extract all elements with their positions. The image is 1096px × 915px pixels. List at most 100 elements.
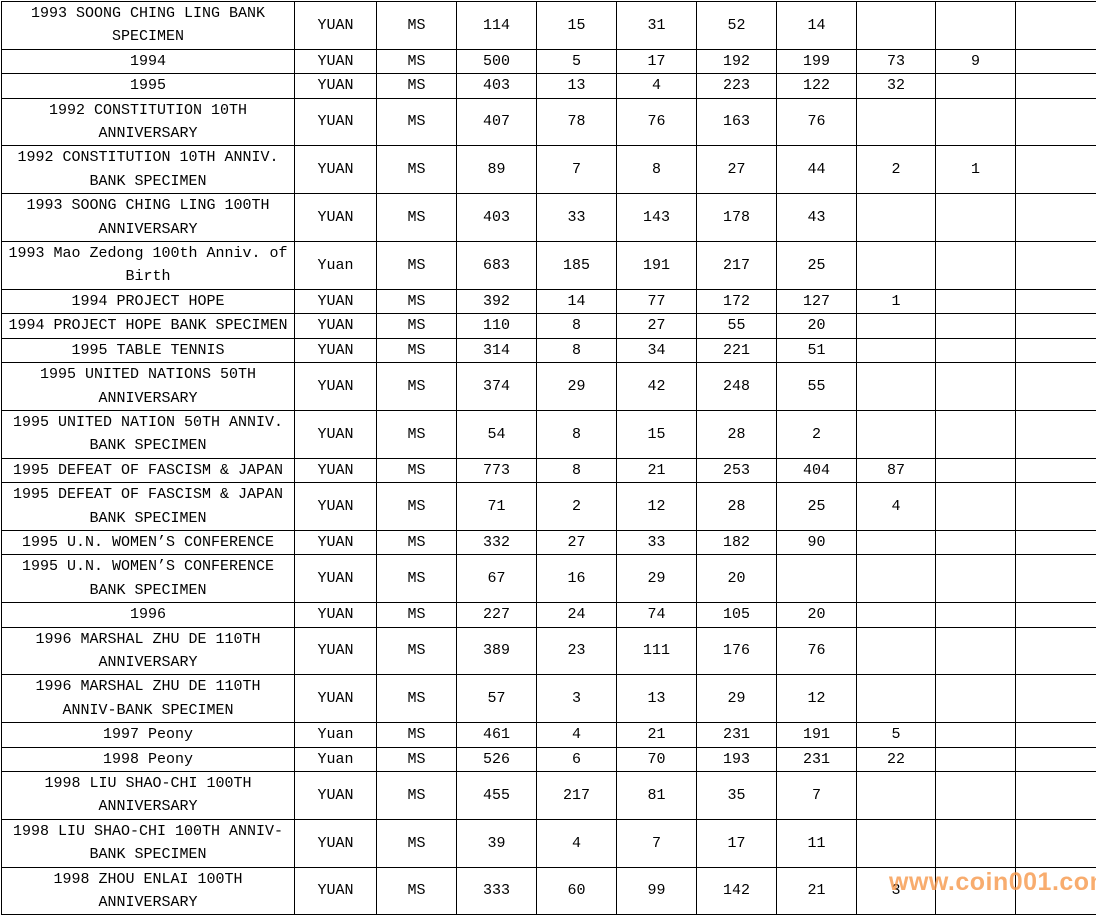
count-cell: 163 xyxy=(697,98,777,146)
count-cell xyxy=(1016,458,1096,482)
grade-cell: MS xyxy=(377,483,457,531)
count-cell xyxy=(1016,483,1096,531)
description-cell: 1993 SOONG CHING LING BANK SPECIMEN xyxy=(2,2,295,50)
count-cell: 403 xyxy=(457,74,537,98)
count-cell xyxy=(1016,242,1096,290)
count-cell xyxy=(936,242,1016,290)
count-cell xyxy=(1016,146,1096,194)
count-cell: 13 xyxy=(537,74,617,98)
count-cell: 17 xyxy=(697,819,777,867)
count-cell: 29 xyxy=(617,555,697,603)
count-cell: 81 xyxy=(617,772,697,820)
grade-cell: MS xyxy=(377,867,457,915)
count-cell xyxy=(857,675,936,723)
count-cell xyxy=(857,314,936,338)
description-cell: 1995 U.N. WOMEN’S CONFERENCE BANK SPECIM… xyxy=(2,555,295,603)
count-cell: 3 xyxy=(537,675,617,723)
count-cell xyxy=(936,772,1016,820)
count-cell xyxy=(1016,772,1096,820)
count-cell: 55 xyxy=(777,363,857,411)
count-cell xyxy=(1016,555,1096,603)
count-cell: 4 xyxy=(537,819,617,867)
table-row: 1995 U.N. WOMEN’S CONFERENCE BANK SPECIM… xyxy=(2,555,1096,603)
grade-cell: MS xyxy=(377,675,457,723)
denomination-cell: YUAN xyxy=(295,2,377,50)
denomination-cell: YUAN xyxy=(295,772,377,820)
count-cell xyxy=(936,603,1016,627)
count-cell: 76 xyxy=(617,98,697,146)
count-cell xyxy=(1016,675,1096,723)
count-cell: 172 xyxy=(697,289,777,313)
grade-cell: MS xyxy=(377,627,457,675)
grade-cell: MS xyxy=(377,289,457,313)
count-cell: 122 xyxy=(777,74,857,98)
count-cell: 8 xyxy=(537,458,617,482)
count-cell: 407 xyxy=(457,98,537,146)
count-cell: 178 xyxy=(697,194,777,242)
denomination-cell: YUAN xyxy=(295,603,377,627)
count-cell: 404 xyxy=(777,458,857,482)
table-row: 1992 CONSTITUTION 10TH ANNIV. BANK SPECI… xyxy=(2,146,1096,194)
grade-cell: MS xyxy=(377,363,457,411)
count-cell: 14 xyxy=(537,289,617,313)
grade-cell: MS xyxy=(377,2,457,50)
count-cell xyxy=(936,194,1016,242)
description-cell: 1996 MARSHAL ZHU DE 110TH ANNIV-BANK SPE… xyxy=(2,675,295,723)
denomination-cell: YUAN xyxy=(295,338,377,362)
count-cell: 44 xyxy=(777,146,857,194)
count-cell: 21 xyxy=(617,723,697,747)
count-cell xyxy=(857,627,936,675)
count-cell: 683 xyxy=(457,242,537,290)
count-cell: 8 xyxy=(537,410,617,458)
count-cell xyxy=(936,338,1016,362)
table-row: 1995 DEFEAT OF FASCISM & JAPAN BANK SPEC… xyxy=(2,483,1096,531)
count-cell xyxy=(857,530,936,554)
count-cell: 5 xyxy=(537,49,617,73)
grade-cell: MS xyxy=(377,723,457,747)
denomination-cell: Yuan xyxy=(295,242,377,290)
description-cell: 1995 U.N. WOMEN’S CONFERENCE xyxy=(2,530,295,554)
count-cell xyxy=(777,555,857,603)
count-cell: 27 xyxy=(537,530,617,554)
count-cell xyxy=(1016,314,1096,338)
count-cell xyxy=(857,819,936,867)
count-cell: 4 xyxy=(617,74,697,98)
count-cell: 389 xyxy=(457,627,537,675)
denomination-cell: YUAN xyxy=(295,555,377,603)
count-cell xyxy=(1016,2,1096,50)
count-cell: 455 xyxy=(457,772,537,820)
count-cell: 374 xyxy=(457,363,537,411)
denomination-cell: YUAN xyxy=(295,314,377,338)
count-cell: 33 xyxy=(537,194,617,242)
count-cell: 182 xyxy=(697,530,777,554)
count-cell: 13 xyxy=(617,675,697,723)
count-cell xyxy=(1016,747,1096,771)
count-cell: 33 xyxy=(617,530,697,554)
count-cell xyxy=(1016,363,1096,411)
count-cell: 15 xyxy=(617,410,697,458)
count-cell: 29 xyxy=(537,363,617,411)
count-cell: 70 xyxy=(617,747,697,771)
grade-cell: MS xyxy=(377,242,457,290)
count-cell: 191 xyxy=(777,723,857,747)
count-cell: 9 xyxy=(936,49,1016,73)
grade-cell: MS xyxy=(377,98,457,146)
count-cell: 2 xyxy=(777,410,857,458)
count-cell xyxy=(1016,530,1096,554)
denomination-cell: YUAN xyxy=(295,483,377,531)
count-cell: 78 xyxy=(537,98,617,146)
count-cell: 1 xyxy=(936,146,1016,194)
count-cell xyxy=(1016,603,1096,627)
description-cell: 1995 UNITED NATIONS 50TH ANNIVERSARY xyxy=(2,363,295,411)
description-cell: 1994 PROJECT HOPE xyxy=(2,289,295,313)
count-cell: 27 xyxy=(697,146,777,194)
count-cell xyxy=(1016,338,1096,362)
count-cell: 90 xyxy=(777,530,857,554)
count-cell: 32 xyxy=(857,74,936,98)
count-cell: 12 xyxy=(777,675,857,723)
